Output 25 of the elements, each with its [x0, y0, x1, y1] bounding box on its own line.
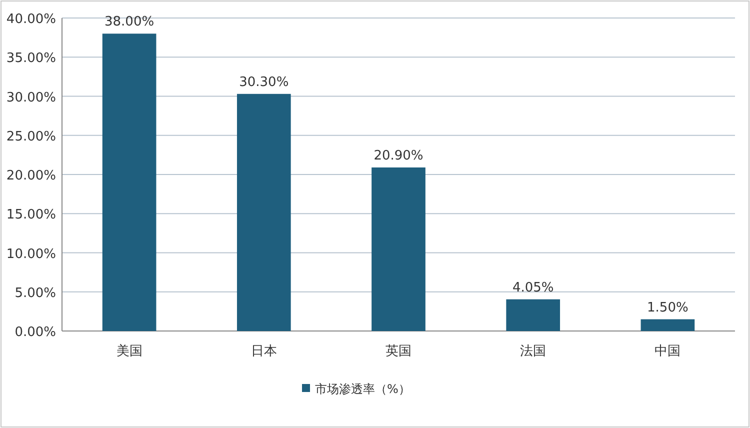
y-tick-label: 15.00% — [6, 208, 56, 223]
data-label: 4.05% — [512, 280, 554, 296]
y-tick-label: 20.00% — [6, 168, 56, 184]
y-tick-label: 5.00% — [14, 286, 56, 301]
bar — [640, 319, 695, 331]
x-tick-label: 英国 — [386, 344, 412, 359]
x-tick-label: 法国 — [520, 344, 546, 359]
x-tick-label: 日本 — [250, 344, 277, 359]
x-tick-label: 美国 — [116, 343, 142, 359]
bar — [102, 34, 156, 331]
data-label: 20.90% — [374, 148, 424, 164]
x-tick-label: 中国 — [654, 344, 681, 359]
bar — [506, 299, 560, 331]
y-tick-label: 35.00% — [6, 51, 56, 66]
y-tick-label: 0.00% — [14, 325, 56, 340]
data-label: 30.30% — [239, 74, 289, 90]
data-label: 38.00% — [104, 14, 154, 30]
bar — [372, 167, 426, 331]
y-tick-label: 25.00% — [6, 129, 56, 144]
bar — [236, 94, 291, 331]
y-tick-label: 10.00% — [6, 246, 56, 262]
data-label: 1.50% — [647, 300, 688, 316]
y-tick-label: 30.00% — [6, 90, 56, 106]
legend-label: 市场渗透率（%） — [315, 382, 410, 396]
y-tick-label: 40.00% — [6, 12, 56, 27]
